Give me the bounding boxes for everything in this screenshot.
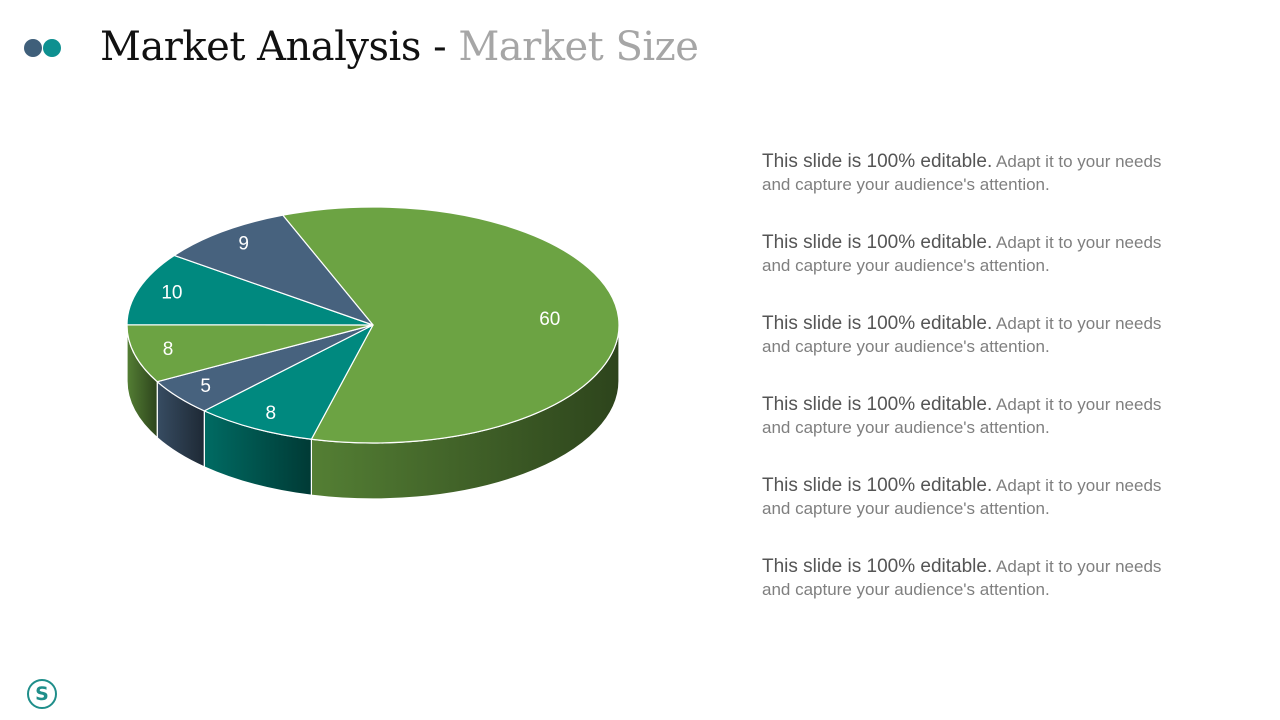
text-block: This slide is 100% editable. Adapt it to…	[762, 231, 1182, 312]
pie-chart: 60 8 5 8 10 9	[110, 200, 640, 540]
text-block-lead: This slide is 100% editable.	[762, 556, 993, 577]
pie-slice	[203, 324, 374, 440]
text-block-body: Adapt it to your needs and capture your …	[762, 557, 1162, 599]
pie-slice	[126, 324, 374, 383]
text-block: This slide is 100% editable. Adapt it to…	[762, 555, 1182, 636]
pie-top-faces	[126, 206, 620, 444]
pie-data-label: 10	[161, 282, 182, 303]
slide-title-separator: -	[420, 24, 459, 70]
pie-side-walls	[126, 324, 620, 500]
pie-data-label: 60	[539, 309, 560, 330]
pie-data-label: 5	[200, 376, 211, 397]
slide-title-main: Market Analysis	[100, 24, 421, 70]
pie-slice	[282, 206, 620, 444]
slide-title: Market Analysis - Market Size	[100, 20, 699, 74]
pie-chart-svg: 60 8 5 8 10 9	[126, 206, 620, 500]
pie-data-label: 8	[265, 403, 276, 424]
pie-slice	[126, 254, 374, 326]
pie-data-label: 9	[238, 234, 249, 255]
text-block: This slide is 100% editable. Adapt it to…	[762, 312, 1182, 393]
text-block-lead: This slide is 100% editable.	[762, 232, 993, 253]
text-block-body: Adapt it to your needs and capture your …	[762, 395, 1162, 437]
text-block-body: Adapt it to your needs and capture your …	[762, 152, 1162, 194]
text-block-body: Adapt it to your needs and capture your …	[762, 233, 1162, 275]
text-blocks: This slide is 100% editable. Adapt it to…	[762, 150, 1182, 636]
logo-letter: S	[35, 683, 49, 705]
slate-dot-icon	[24, 39, 42, 57]
slide-title-sub: Market Size	[458, 24, 699, 70]
text-block-lead: This slide is 100% editable.	[762, 313, 993, 334]
text-block: This slide is 100% editable. Adapt it to…	[762, 150, 1182, 231]
teal-dot-icon	[43, 39, 61, 57]
text-block-body: Adapt it to your needs and capture your …	[762, 314, 1162, 356]
text-block-lead: This slide is 100% editable.	[762, 394, 993, 415]
text-block-body: Adapt it to your needs and capture your …	[762, 476, 1162, 518]
title-decoration-dots	[24, 39, 64, 59]
slidegeeks-logo-icon: S	[27, 679, 57, 709]
text-block: This slide is 100% editable. Adapt it to…	[762, 474, 1182, 555]
pie-slice	[173, 214, 374, 326]
pie-data-label: 8	[163, 339, 174, 360]
text-block-lead: This slide is 100% editable.	[762, 475, 993, 496]
text-block-lead: This slide is 100% editable.	[762, 151, 993, 172]
text-block: This slide is 100% editable. Adapt it to…	[762, 393, 1182, 474]
pie-data-labels: 60 8 5 8 10 9	[161, 234, 560, 424]
